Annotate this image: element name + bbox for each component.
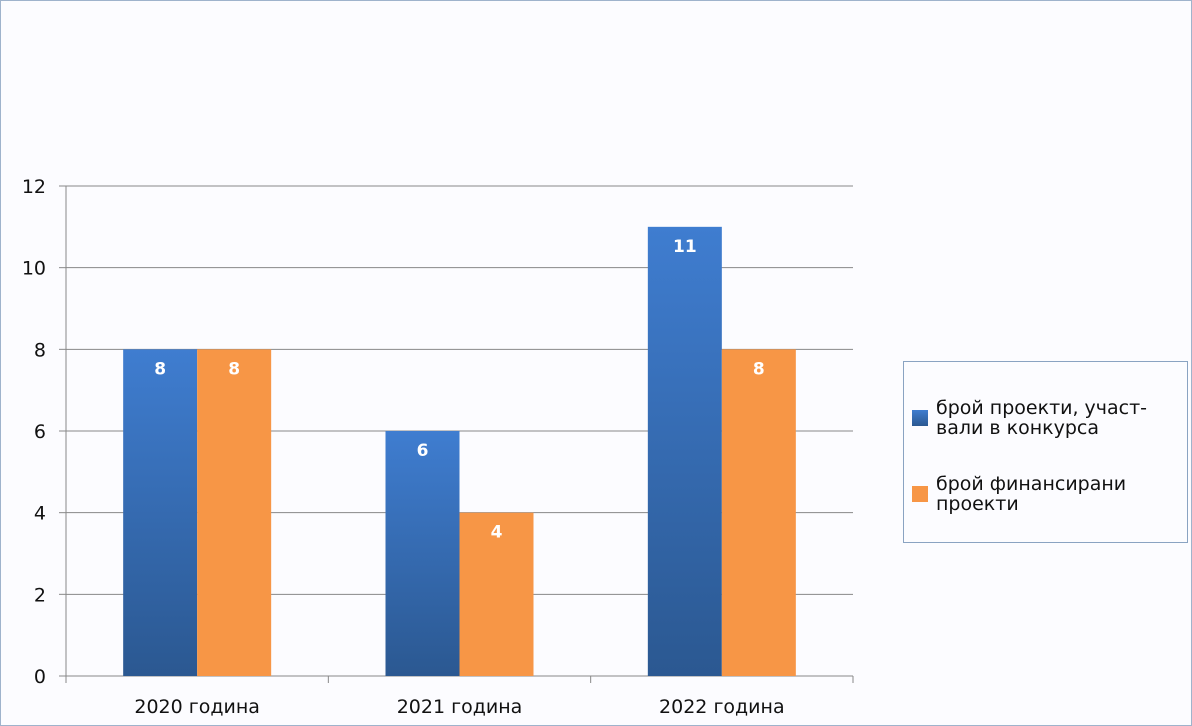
x-category-label-3: 2022 година [659, 696, 785, 718]
bar-series-2-2 [459, 512, 534, 676]
data-label-series-1-3: 11 [673, 237, 697, 257]
y-tick-label-6: 6 [34, 421, 46, 443]
legend-swatch-series-2 [912, 486, 928, 502]
labels: 0 2 4 6 8 10 12 8 8 2020 година 6 4 2021 година 11 8 20… [22, 176, 785, 718]
legend-item-series-2: брой финансирани проекти [912, 474, 1176, 514]
legend-item-series-1: брой проекти, участ- вали в конкурса [912, 398, 1176, 438]
legend: брой проекти, участ- вали в конкурса бро… [903, 361, 1188, 543]
bar-series-2-3 [721, 349, 796, 676]
bars [123, 226, 796, 677]
legend-label-series-1: брой проекти, участ- вали в конкурса [936, 397, 1148, 439]
data-label-series-1-2: 6 [417, 441, 429, 461]
y-tick-label-0: 0 [34, 666, 46, 688]
x-category-label-1: 2020 година [134, 696, 260, 718]
y-tick-label-12: 12 [22, 176, 46, 198]
y-tick-label-4: 4 [34, 503, 46, 525]
data-label-series-2-2: 4 [491, 523, 503, 543]
bar-series-1-1 [123, 349, 198, 676]
y-tick-label-10: 10 [22, 258, 46, 280]
bar-series-2-1 [197, 349, 272, 676]
data-label-series-1-1: 8 [154, 359, 166, 379]
legend-label-series-2: брой финансирани проекти [936, 473, 1127, 515]
bar-series-1-3 [647, 226, 722, 677]
y-tick-label-2: 2 [34, 584, 46, 606]
y-tick-label-8: 8 [34, 339, 46, 361]
x-category-label-2: 2021 година [397, 696, 523, 718]
data-label-series-2-1: 8 [228, 359, 240, 379]
data-label-series-2-3: 8 [753, 359, 765, 379]
bar-series-1-2 [385, 431, 460, 676]
legend-swatch-series-1 [912, 410, 928, 426]
